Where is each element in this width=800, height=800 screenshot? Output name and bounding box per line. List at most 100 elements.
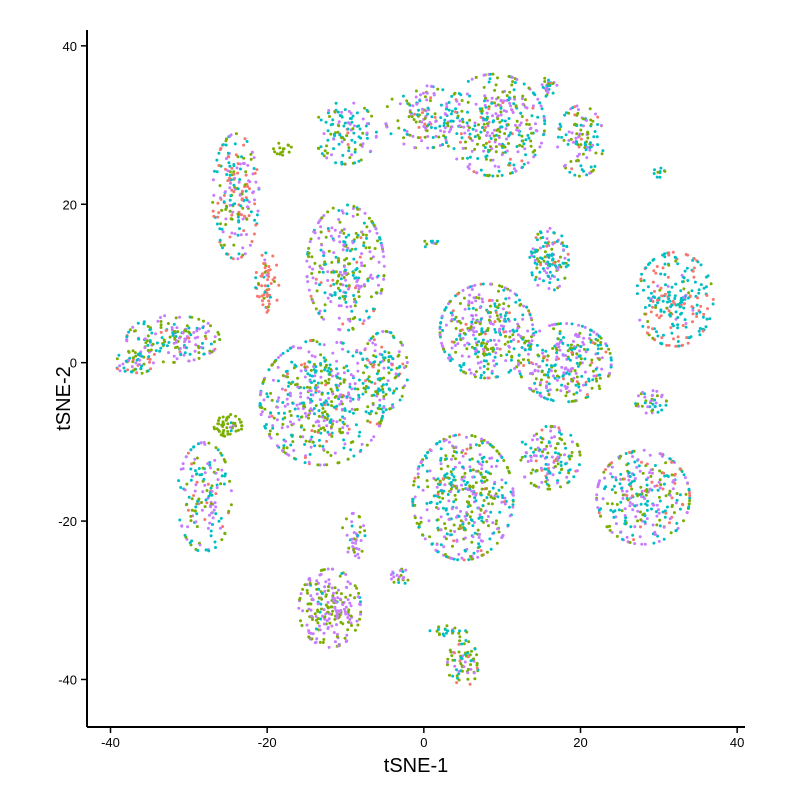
scatter-point bbox=[573, 173, 577, 177]
scatter-point bbox=[471, 468, 475, 472]
scatter-point bbox=[215, 483, 219, 487]
scatter-point bbox=[331, 351, 335, 355]
scatter-point bbox=[224, 217, 228, 221]
scatter-point bbox=[351, 374, 355, 378]
scatter-point bbox=[236, 257, 240, 261]
scatter-point bbox=[345, 633, 349, 637]
scatter-point bbox=[459, 519, 463, 523]
scatter-point bbox=[315, 340, 319, 344]
scatter-point bbox=[281, 374, 285, 378]
scatter-point bbox=[520, 375, 523, 379]
scatter-point bbox=[366, 386, 370, 390]
scatter-point bbox=[392, 336, 396, 340]
scatter-point bbox=[541, 450, 544, 454]
scatter-point bbox=[343, 108, 347, 112]
scatter-point bbox=[596, 352, 600, 355]
scatter-point bbox=[624, 516, 628, 520]
scatter-point bbox=[491, 114, 494, 118]
scatter-point bbox=[529, 347, 533, 351]
scatter-point bbox=[315, 289, 319, 293]
scatter-point bbox=[505, 110, 508, 113]
scatter-point bbox=[453, 530, 457, 533]
scatter-point bbox=[526, 358, 530, 362]
scatter-point bbox=[382, 376, 386, 380]
scatter-point bbox=[485, 134, 488, 137]
scatter-point bbox=[704, 275, 708, 279]
scatter-point bbox=[516, 340, 520, 343]
scatter-point bbox=[460, 483, 464, 487]
scatter-point bbox=[508, 345, 511, 349]
scatter-point bbox=[651, 327, 654, 331]
scatter-point bbox=[550, 455, 554, 459]
scatter-point bbox=[267, 415, 271, 419]
scatter-point bbox=[195, 329, 199, 333]
scatter-point bbox=[662, 310, 666, 314]
scatter-point bbox=[148, 340, 152, 344]
scatter-point bbox=[489, 322, 493, 325]
scatter-point bbox=[308, 240, 312, 244]
scatter-point bbox=[547, 287, 551, 290]
scatter-point bbox=[528, 386, 532, 390]
scatter-point bbox=[596, 123, 600, 126]
scatter-point bbox=[617, 508, 621, 512]
scatter-point bbox=[342, 227, 346, 231]
scatter-point bbox=[529, 455, 533, 459]
scatter-point bbox=[570, 348, 574, 352]
scatter-point bbox=[281, 150, 285, 154]
scatter-point bbox=[577, 174, 581, 178]
scatter-point bbox=[356, 124, 359, 128]
scatter-point bbox=[342, 366, 346, 370]
scatter-point bbox=[470, 139, 474, 143]
scatter-point bbox=[659, 314, 663, 318]
scatter-point bbox=[382, 274, 386, 278]
scatter-point bbox=[268, 295, 272, 299]
scatter-point bbox=[235, 166, 239, 170]
scatter-point bbox=[431, 146, 435, 149]
scatter-point bbox=[502, 288, 506, 292]
scatter-point bbox=[643, 312, 647, 316]
scatter-point bbox=[494, 464, 498, 468]
scatter-point bbox=[203, 483, 207, 487]
scatter-point bbox=[469, 663, 472, 667]
scatter-point bbox=[189, 478, 193, 482]
scatter-point bbox=[234, 429, 238, 433]
scatter-point bbox=[462, 125, 466, 129]
scatter-point bbox=[440, 344, 444, 348]
scatter-point bbox=[555, 442, 559, 446]
scatter-point bbox=[507, 370, 511, 374]
scatter-point bbox=[559, 464, 563, 467]
scatter-point bbox=[371, 307, 375, 311]
scatter-point bbox=[420, 107, 424, 111]
scatter-point bbox=[381, 359, 384, 363]
scatter-point bbox=[263, 424, 267, 428]
scatter-point bbox=[219, 222, 222, 226]
scatter-point bbox=[293, 363, 297, 367]
scatter-point bbox=[486, 311, 490, 315]
scatter-point bbox=[236, 213, 240, 217]
scatter-point bbox=[569, 433, 573, 437]
scatter-point bbox=[381, 249, 385, 253]
scatter-point bbox=[390, 363, 394, 367]
scatter-point bbox=[597, 481, 601, 485]
scatter-point bbox=[571, 367, 575, 370]
scatter-point bbox=[240, 198, 244, 202]
scatter-point bbox=[371, 335, 375, 339]
scatter-point bbox=[489, 443, 493, 447]
scatter-point bbox=[575, 375, 579, 379]
scatter-point bbox=[239, 233, 243, 237]
scatter-point bbox=[218, 184, 222, 188]
scatter-point bbox=[350, 407, 354, 411]
scatter-point bbox=[223, 190, 227, 194]
scatter-point bbox=[463, 131, 467, 135]
x-tick-label: 40 bbox=[730, 735, 744, 750]
scatter-point bbox=[473, 147, 477, 151]
scatter-point bbox=[322, 426, 325, 430]
scatter-point bbox=[347, 427, 351, 431]
scatter-point bbox=[316, 385, 320, 389]
scatter-point bbox=[596, 347, 600, 351]
scatter-point bbox=[276, 365, 280, 369]
scatter-point bbox=[656, 301, 660, 305]
scatter-point bbox=[525, 451, 528, 455]
scatter-point bbox=[371, 365, 375, 369]
scatter-point bbox=[396, 578, 400, 582]
